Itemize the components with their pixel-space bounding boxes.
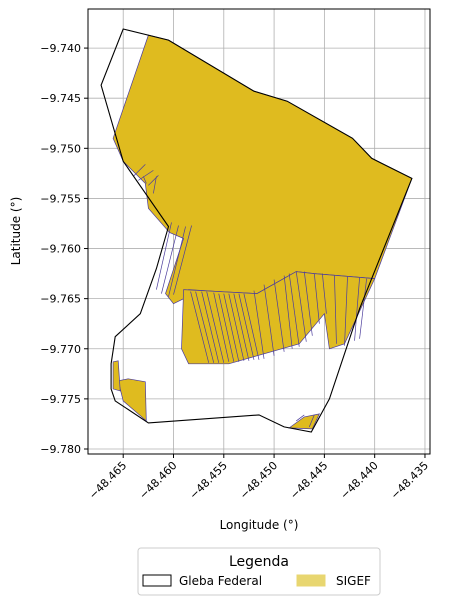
sigef-parcel-boundary	[322, 273, 327, 314]
sigef-parcel-boundary	[143, 176, 147, 184]
y-tick-label: −9.780	[40, 443, 81, 456]
sigef-parcel-boundary	[148, 175, 159, 186]
legend: Legenda Gleba Federal SIGEF	[137, 547, 381, 596]
y-tick-label: −9.750	[40, 142, 81, 155]
sigef-parcel-boundary	[359, 278, 367, 339]
sigef-parcel-boundary	[344, 276, 348, 346]
y-tick-label: −9.765	[40, 293, 81, 306]
sigef-parcel-boundary	[201, 291, 220, 363]
sigef-parcel-boundary	[238, 293, 255, 360]
sigef-parcel-boundary	[161, 225, 179, 294]
axes-frame	[87, 8, 431, 455]
sigef-parcel-boundary	[190, 291, 210, 363]
sigef-parcel-boundary	[228, 293, 245, 361]
sigef-parcel-boundary	[156, 222, 172, 290]
sigef-parcel-boundary	[296, 414, 305, 422]
y-axis-label: Latitude (°)	[9, 197, 23, 266]
sigef-parcel-boundary	[138, 170, 154, 181]
sigef-parcel-boundary	[283, 275, 293, 349]
y-tick-label: −9.755	[40, 192, 81, 205]
sigef-parcel-boundary	[288, 273, 300, 347]
sigef-parcel	[288, 413, 321, 430]
sigef-parcel-boundary	[168, 226, 186, 297]
sigef-parcel-boundary	[173, 225, 192, 295]
sigef-parcel-boundary	[243, 293, 260, 360]
sigef-parcel-boundary	[195, 291, 215, 363]
sigef-parcel-boundary	[133, 164, 146, 177]
sigef-parcel-boundary	[334, 275, 337, 344]
y-tick-label: −9.760	[40, 243, 81, 256]
sigef-parcel-boundary	[233, 293, 250, 361]
sigef-parcel-boundary	[303, 271, 313, 336]
x-axis-label: Longitude (°)	[220, 518, 299, 532]
legend-label-gleba-federal: Gleba Federal	[179, 574, 262, 588]
legend-title: Legenda	[229, 554, 289, 570]
sigef-parcel-boundary	[308, 414, 315, 428]
sigef-parcel-boundary	[354, 277, 360, 341]
sigef-parcel-boundary	[253, 290, 265, 359]
gleba-federal-boundary	[100, 28, 413, 433]
legend-label-sigef: SIGEF	[336, 574, 371, 588]
sigef-parcel-boundary	[213, 292, 230, 362]
legend-swatch-gleba-federal	[142, 574, 172, 587]
legend-swatch-sigef	[296, 574, 326, 587]
y-tick-label: −9.740	[40, 42, 81, 55]
sigef-parcel-boundary	[223, 293, 240, 362]
sigef-parcel-boundary	[206, 291, 225, 363]
sigef-parcel-boundary	[153, 176, 157, 194]
sigef-parcel-boundary	[295, 271, 307, 342]
y-tick-label: −9.770	[40, 343, 81, 356]
sigef-parcel-boundary	[263, 284, 275, 356]
sigef-parcel-boundary	[313, 273, 320, 324]
sigef-parcel-boundary	[218, 293, 235, 362]
map-layers	[100, 28, 413, 433]
y-tick-label: −9.745	[40, 92, 81, 105]
sigef-parcel-boundary	[273, 279, 285, 352]
sigef-parcel	[117, 378, 147, 422]
sigef-parcel	[112, 360, 121, 392]
y-tick-label: −9.775	[40, 393, 81, 406]
